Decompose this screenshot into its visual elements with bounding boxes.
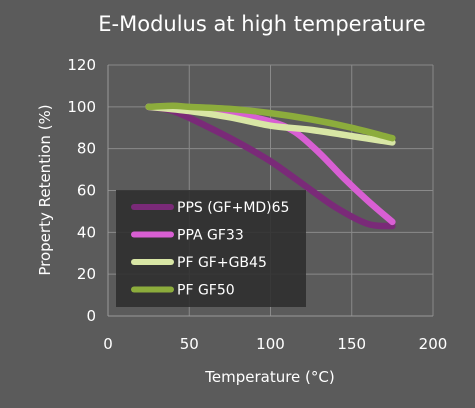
y-tick-label-4: 80 [77,140,96,158]
y-tick-labels: 0 20 40 60 80 100 120 [67,56,96,325]
x-tick-labels: 0 50 100 150 200 [103,335,447,353]
x-tick-label-0: 0 [103,335,113,353]
y-tick-label-6: 120 [67,56,96,74]
y-tick-label-3: 60 [77,182,96,200]
legend-label-2: PF GF+GB45 [177,255,267,271]
x-tick-label-4: 200 [419,335,448,353]
legend-label-3: PF GF50 [177,283,235,299]
x-tick-label-3: 150 [337,335,366,353]
legend: PPS (GF+MD)65 PPA GF33 PF GF+GB45 PF GF50 [116,190,306,307]
y-tick-label-0: 0 [86,307,96,325]
series-line-3 [145,102,396,142]
legend-label-0: PPS (GF+MD)65 [177,200,289,216]
series-lines [145,102,396,230]
y-axis-label: Property Retention (%) [36,104,54,275]
series-line-2 [145,103,396,146]
x-axis-label: Temperature (°C) [204,368,334,386]
y-tick-label-5: 100 [67,98,96,116]
x-tick-label-2: 100 [256,335,285,353]
chart-title: E-Modulus at high temperature [98,12,425,36]
axes [107,65,433,317]
y-tick-label-1: 20 [77,265,96,283]
y-tick-label-2: 40 [77,223,96,241]
x-tick-label-1: 50 [180,335,199,353]
legend-label-1: PPA GF33 [177,228,244,244]
series-line-0 [145,103,396,230]
